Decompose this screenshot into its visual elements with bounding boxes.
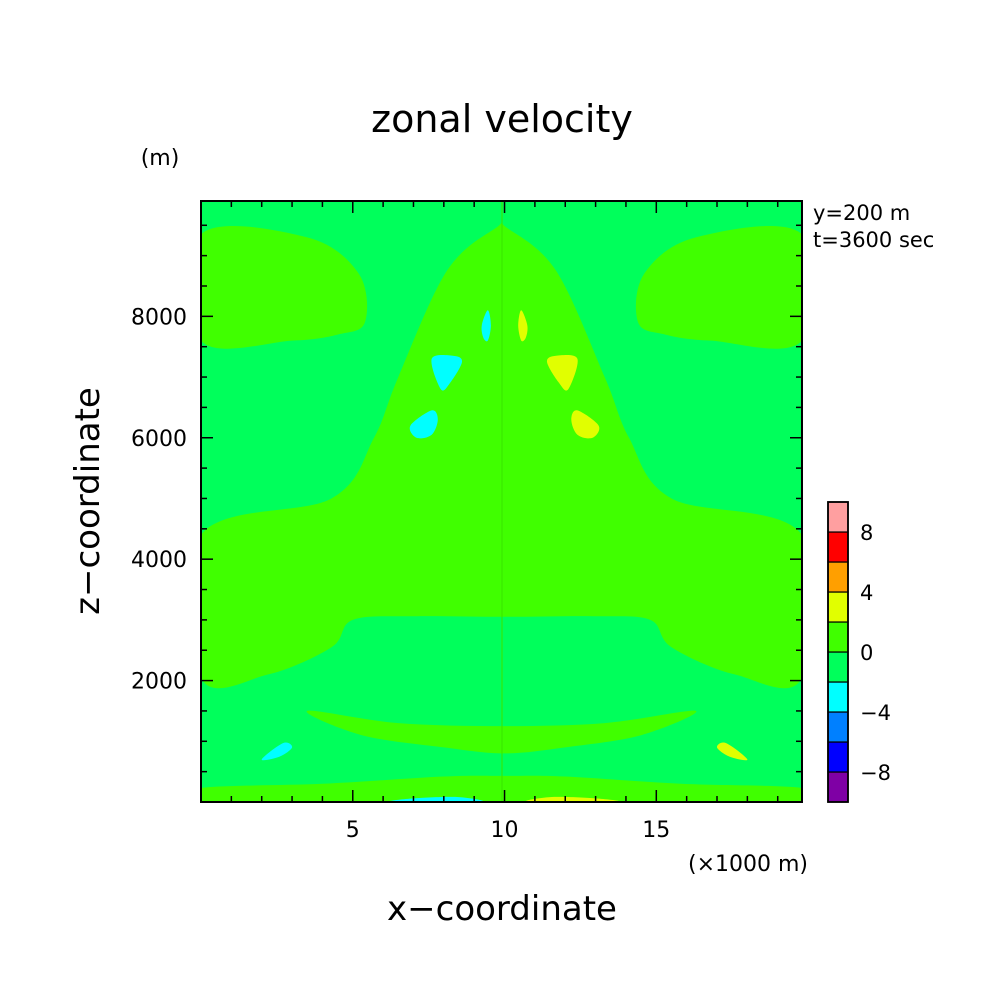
colorbar-segment xyxy=(827,501,849,533)
x-unit-label: (×1000 m) xyxy=(688,852,808,877)
y-axis-ticks: 2000 4000 6000 8000 xyxy=(131,224,802,773)
contour-region-pos-core-4 xyxy=(716,742,748,761)
contour-region-neg-core-4 xyxy=(261,742,293,761)
annotation-y: y=200 m xyxy=(813,201,910,225)
colorbar-segment xyxy=(827,651,849,683)
contour-region-pos-core-1 xyxy=(518,310,528,342)
colorbar-tick-label: −4 xyxy=(860,701,891,725)
plot-frame xyxy=(200,200,803,803)
colorbar-segment xyxy=(827,741,849,773)
colorbar-segment xyxy=(827,711,849,743)
chart-title: zonal velocity xyxy=(371,97,633,141)
y-tick-label: 2000 xyxy=(131,670,187,695)
contour-region-pos-core-3 xyxy=(571,410,600,439)
colorbar-tick-label: −8 xyxy=(860,761,891,785)
colorbar-segment xyxy=(827,681,849,713)
x-tick-label: 10 xyxy=(491,818,519,843)
contour-region-neg-core-3 xyxy=(409,410,438,439)
colorbar-frame xyxy=(827,501,849,803)
colorbar-segment xyxy=(827,591,849,623)
contour-plot-area xyxy=(201,201,802,802)
y-tick-label: 6000 xyxy=(131,427,187,452)
contour-region-upper-left-lobe xyxy=(201,226,368,349)
x-axis-ticks: 5 10 15 xyxy=(230,201,779,843)
contour-region-neg-core-2 xyxy=(431,355,463,391)
contour-region-upper-right-lobe xyxy=(635,226,802,349)
y-tick-label: 4000 xyxy=(131,548,187,573)
colorbar-tick-label: 0 xyxy=(860,641,873,665)
colorbar-segment xyxy=(827,771,849,803)
y-tick-label: 8000 xyxy=(131,305,187,330)
x-tick-label: 5 xyxy=(346,818,360,843)
contour-region-pos-core-2 xyxy=(546,355,578,391)
annotation-t: t=3600 sec xyxy=(813,228,934,252)
x-axis-label: x−coordinate xyxy=(387,889,617,929)
colorbar-segment xyxy=(827,621,849,653)
y-unit-label: (m) xyxy=(141,146,180,171)
colorbar-tick-label: 8 xyxy=(860,521,873,545)
colorbar-segment xyxy=(827,531,849,563)
contour-region-neg-core-1 xyxy=(481,310,491,342)
x-tick-label: 15 xyxy=(642,818,670,843)
y-axis-label: z−coordinate xyxy=(68,387,108,615)
colorbar-segment xyxy=(827,561,849,593)
colorbar-tick-label: 4 xyxy=(860,581,873,605)
colorbar: −8 −4 0 4 8 xyxy=(827,501,891,803)
